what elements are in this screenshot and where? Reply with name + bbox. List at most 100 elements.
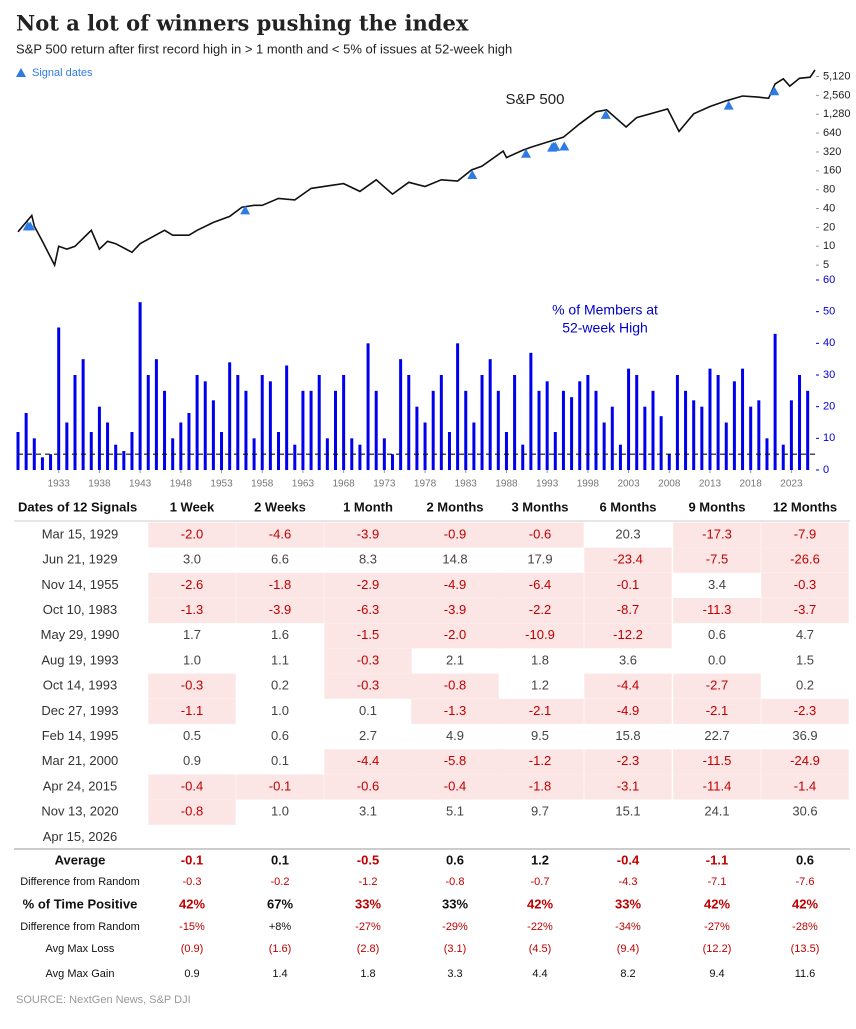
negative-cell-bg (236, 522, 324, 548)
table-cell: 3.1 (359, 804, 377, 819)
table-cell: -4.4 (357, 753, 379, 768)
table-cell: -2.1 (706, 703, 728, 718)
x-tick-label: 1953 (210, 479, 233, 490)
bar (89, 432, 93, 470)
negative-cell-bg (324, 623, 412, 649)
negative-cell-bg (411, 522, 499, 548)
summary-cell: -0.3 (183, 876, 202, 888)
summary-cell: -27% (355, 921, 381, 933)
summary-cell: -4.3 (619, 876, 638, 888)
chart-annotation: S&P 500 (506, 91, 565, 108)
table-cell: 17.9 (527, 552, 552, 567)
summary-label: % of Time Positive (23, 896, 138, 911)
table-cell: 5.1 (446, 804, 464, 819)
summary-cell: (3.1) (444, 943, 467, 955)
summary-cell: -0.5 (357, 852, 379, 867)
negative-cell-bg (411, 698, 499, 724)
x-tick-label: 2023 (780, 479, 803, 490)
x-tick-label: 1933 (48, 479, 71, 490)
table-cell: -1.8 (529, 778, 551, 793)
bar (635, 375, 639, 470)
y-tick-label: 5 (823, 259, 829, 271)
table-cell: -17.3 (702, 526, 732, 541)
summary-cell: 1.4 (272, 968, 287, 980)
bar (708, 368, 712, 470)
bar (692, 400, 696, 470)
table-header: Dates of 12 Signals (18, 499, 137, 514)
table-cell: 0.6 (708, 627, 726, 642)
table-cell: 0.2 (796, 678, 814, 693)
negative-cell-bg (673, 698, 761, 724)
legend-marker (16, 68, 26, 77)
bar (431, 390, 435, 470)
summary-cell: -0.1 (181, 852, 203, 867)
summary-cell: 4.4 (532, 968, 547, 980)
negative-cell-bg (411, 673, 499, 699)
table-cell: 9.5 (531, 728, 549, 743)
table-cell: -1.3 (444, 703, 466, 718)
bar (570, 397, 574, 470)
bar (65, 422, 69, 470)
summary-cell: 8.2 (620, 968, 635, 980)
negative-cell-bg (584, 598, 672, 624)
bar (594, 390, 598, 470)
negative-cell-bg (148, 572, 236, 598)
table-cell: -4.6 (269, 526, 291, 541)
y-tick-label: 160 (823, 165, 841, 177)
bar (97, 406, 101, 470)
summary-cell: (9.4) (617, 943, 640, 955)
row-date: Mar 21, 2000 (42, 753, 119, 768)
table-cell: -7.9 (794, 526, 816, 541)
table-cell: -3.9 (269, 602, 291, 617)
negative-cell-bg (761, 749, 849, 775)
bar (521, 444, 525, 470)
bar (187, 413, 191, 470)
bar (757, 400, 761, 470)
bar (154, 359, 158, 470)
table-cell: -2.7 (706, 678, 728, 693)
summary-cell: (4.5) (529, 943, 552, 955)
x-tick-label: 1983 (455, 479, 478, 490)
bar (602, 422, 606, 470)
bar (700, 406, 704, 470)
table-cell: -3.9 (357, 526, 379, 541)
signal-marker (520, 148, 531, 158)
summary-cell: 9.4 (709, 968, 724, 980)
summary-cell: 67% (267, 896, 293, 911)
table-cell: 0.2 (271, 678, 289, 693)
negative-cell-bg (584, 572, 672, 598)
summary-cell: -29% (442, 921, 468, 933)
table-header: 1 Week (170, 499, 215, 514)
negative-cell-bg (411, 623, 499, 649)
row-date: Aug 19, 1993 (41, 652, 118, 667)
bar (195, 375, 199, 470)
summary-label: Difference from Random (20, 876, 140, 888)
bar (741, 368, 745, 470)
bar (716, 375, 720, 470)
bar (309, 390, 313, 470)
bar (578, 381, 582, 470)
bar (610, 406, 614, 470)
bar (684, 390, 688, 470)
negative-cell-bg (148, 774, 236, 800)
table-cell: 30.6 (792, 804, 817, 819)
table-cell: -1.8 (269, 577, 291, 592)
x-tick-label: 2018 (740, 479, 763, 490)
bar (16, 432, 20, 470)
negative-cell-bg (496, 774, 584, 800)
negative-cell-bg (673, 547, 761, 573)
bar (358, 444, 362, 470)
bar (333, 390, 337, 470)
bar (285, 365, 289, 470)
negative-cell-bg (236, 598, 324, 624)
summary-cell: 33% (355, 896, 381, 911)
bar (675, 375, 679, 470)
summary-cell: (1.6) (269, 943, 292, 955)
summary-cell: 0.9 (184, 968, 199, 980)
table-cell: -2.3 (794, 703, 816, 718)
table-cell: -3.9 (444, 602, 466, 617)
row-date: Mar 15, 1929 (42, 526, 119, 541)
x-tick-label: 2013 (699, 479, 722, 490)
summary-cell: -0.8 (446, 876, 465, 888)
negative-cell-bg (761, 522, 849, 548)
